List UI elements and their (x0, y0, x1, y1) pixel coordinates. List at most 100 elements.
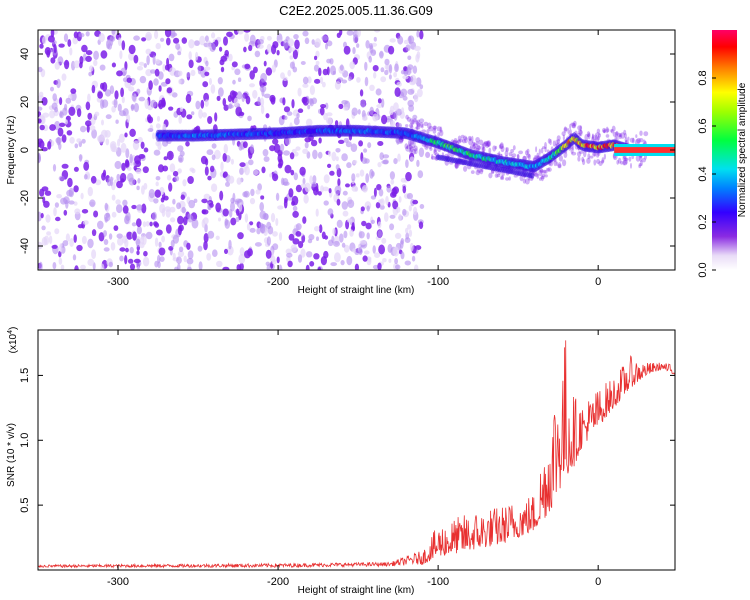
noise-dot (439, 129, 444, 137)
spectrogram-y-ticks: -40 -20 0 20 40 (19, 48, 675, 254)
noise-dot (305, 264, 310, 270)
noise-dot (156, 115, 161, 122)
noise-dot (203, 66, 211, 71)
noise-dot (316, 236, 319, 241)
noise-dot (468, 138, 473, 146)
noise-dot (596, 154, 599, 158)
noise-dot (547, 167, 552, 172)
tail-core (614, 147, 675, 153)
noise-dot (289, 55, 294, 60)
noise-dot (389, 171, 395, 180)
noise-dot (511, 153, 517, 158)
noise-dot (398, 196, 402, 203)
noise-dot (481, 146, 486, 153)
noise-dot (68, 200, 75, 205)
noise-dot (203, 233, 209, 243)
noise-dot (151, 211, 157, 221)
noise-dot (469, 137, 472, 142)
noise-dot (413, 206, 418, 216)
noise-dot (382, 154, 390, 159)
noise-dot (236, 91, 243, 100)
noise-dot (168, 53, 175, 62)
noise-dot (72, 254, 77, 261)
noise-dot (483, 141, 489, 145)
noise-dot (90, 175, 97, 184)
colorbar-tick-label: 0.2 (697, 214, 709, 229)
noise-dot (187, 266, 192, 270)
noise-dot (195, 100, 201, 110)
noise-dot (228, 175, 235, 184)
noise-dot (58, 257, 63, 265)
noise-dot (183, 216, 188, 226)
noise-dot (120, 87, 124, 98)
noise-dot (577, 129, 583, 135)
noise-dot (237, 30, 244, 35)
noise-dot (338, 139, 345, 144)
noise-dot (85, 50, 93, 56)
noise-dot (467, 135, 473, 141)
noise-dot (638, 138, 644, 143)
noise-dot (215, 202, 222, 213)
noise-dot (173, 37, 180, 44)
noise-dot (211, 32, 216, 39)
noise-dot (128, 258, 134, 264)
noise-dot (228, 53, 233, 62)
noise-dot (254, 242, 262, 247)
noise-dot (38, 153, 41, 163)
noise-dot (329, 170, 335, 176)
noise-dot (346, 30, 354, 36)
noise-dot (66, 130, 73, 136)
noise-dot (85, 120, 92, 127)
noise-dot (351, 173, 356, 182)
noise-dot (204, 35, 209, 42)
noise-dot (567, 128, 570, 135)
noise-dot (370, 219, 375, 224)
noise-dot (100, 82, 105, 90)
noise-dot (577, 125, 582, 131)
noise-dot (89, 125, 96, 131)
noise-dot (269, 173, 273, 178)
noise-dot (283, 198, 288, 209)
noise-dot (362, 116, 368, 121)
noise-dot (146, 55, 150, 66)
noise-dot (416, 120, 419, 127)
noise-dot (289, 152, 295, 160)
noise-dot (562, 134, 566, 142)
noise-dot (46, 231, 52, 236)
noise-dot (38, 66, 43, 73)
noise-dot (464, 137, 468, 144)
noise-dot (271, 259, 277, 265)
noise-dot (482, 142, 487, 148)
noise-dot (98, 32, 105, 43)
noise-dot (288, 188, 294, 198)
noise-dot (108, 261, 114, 268)
noise-dot (456, 139, 462, 144)
noise-dot (605, 134, 610, 138)
noise-dot (277, 205, 284, 210)
noise-dot (314, 55, 318, 61)
noise-dot (202, 81, 209, 88)
noise-dot (358, 249, 363, 254)
noise-dot (232, 192, 236, 203)
noise-dot (587, 153, 591, 160)
colorbar-tick-label: 0.4 (697, 166, 709, 181)
noise-dot (55, 216, 61, 222)
noise-dot (595, 132, 601, 136)
noise-dot (165, 224, 172, 234)
noise-dot (304, 182, 311, 193)
noise-dot (39, 124, 45, 131)
noise-dot (414, 264, 419, 270)
noise-dot (156, 229, 163, 236)
noise-dot (339, 233, 344, 243)
noise-dot (380, 76, 387, 83)
noise-dot (409, 242, 414, 252)
noise-dot (481, 143, 485, 151)
noise-dot (238, 111, 245, 116)
noise-dot (577, 151, 582, 157)
noise-dot (336, 198, 341, 206)
noise-dot (272, 173, 279, 182)
noise-dot (204, 71, 210, 77)
noise-dot (89, 199, 96, 208)
noise-dot (286, 111, 293, 116)
noise-dot (363, 148, 368, 153)
